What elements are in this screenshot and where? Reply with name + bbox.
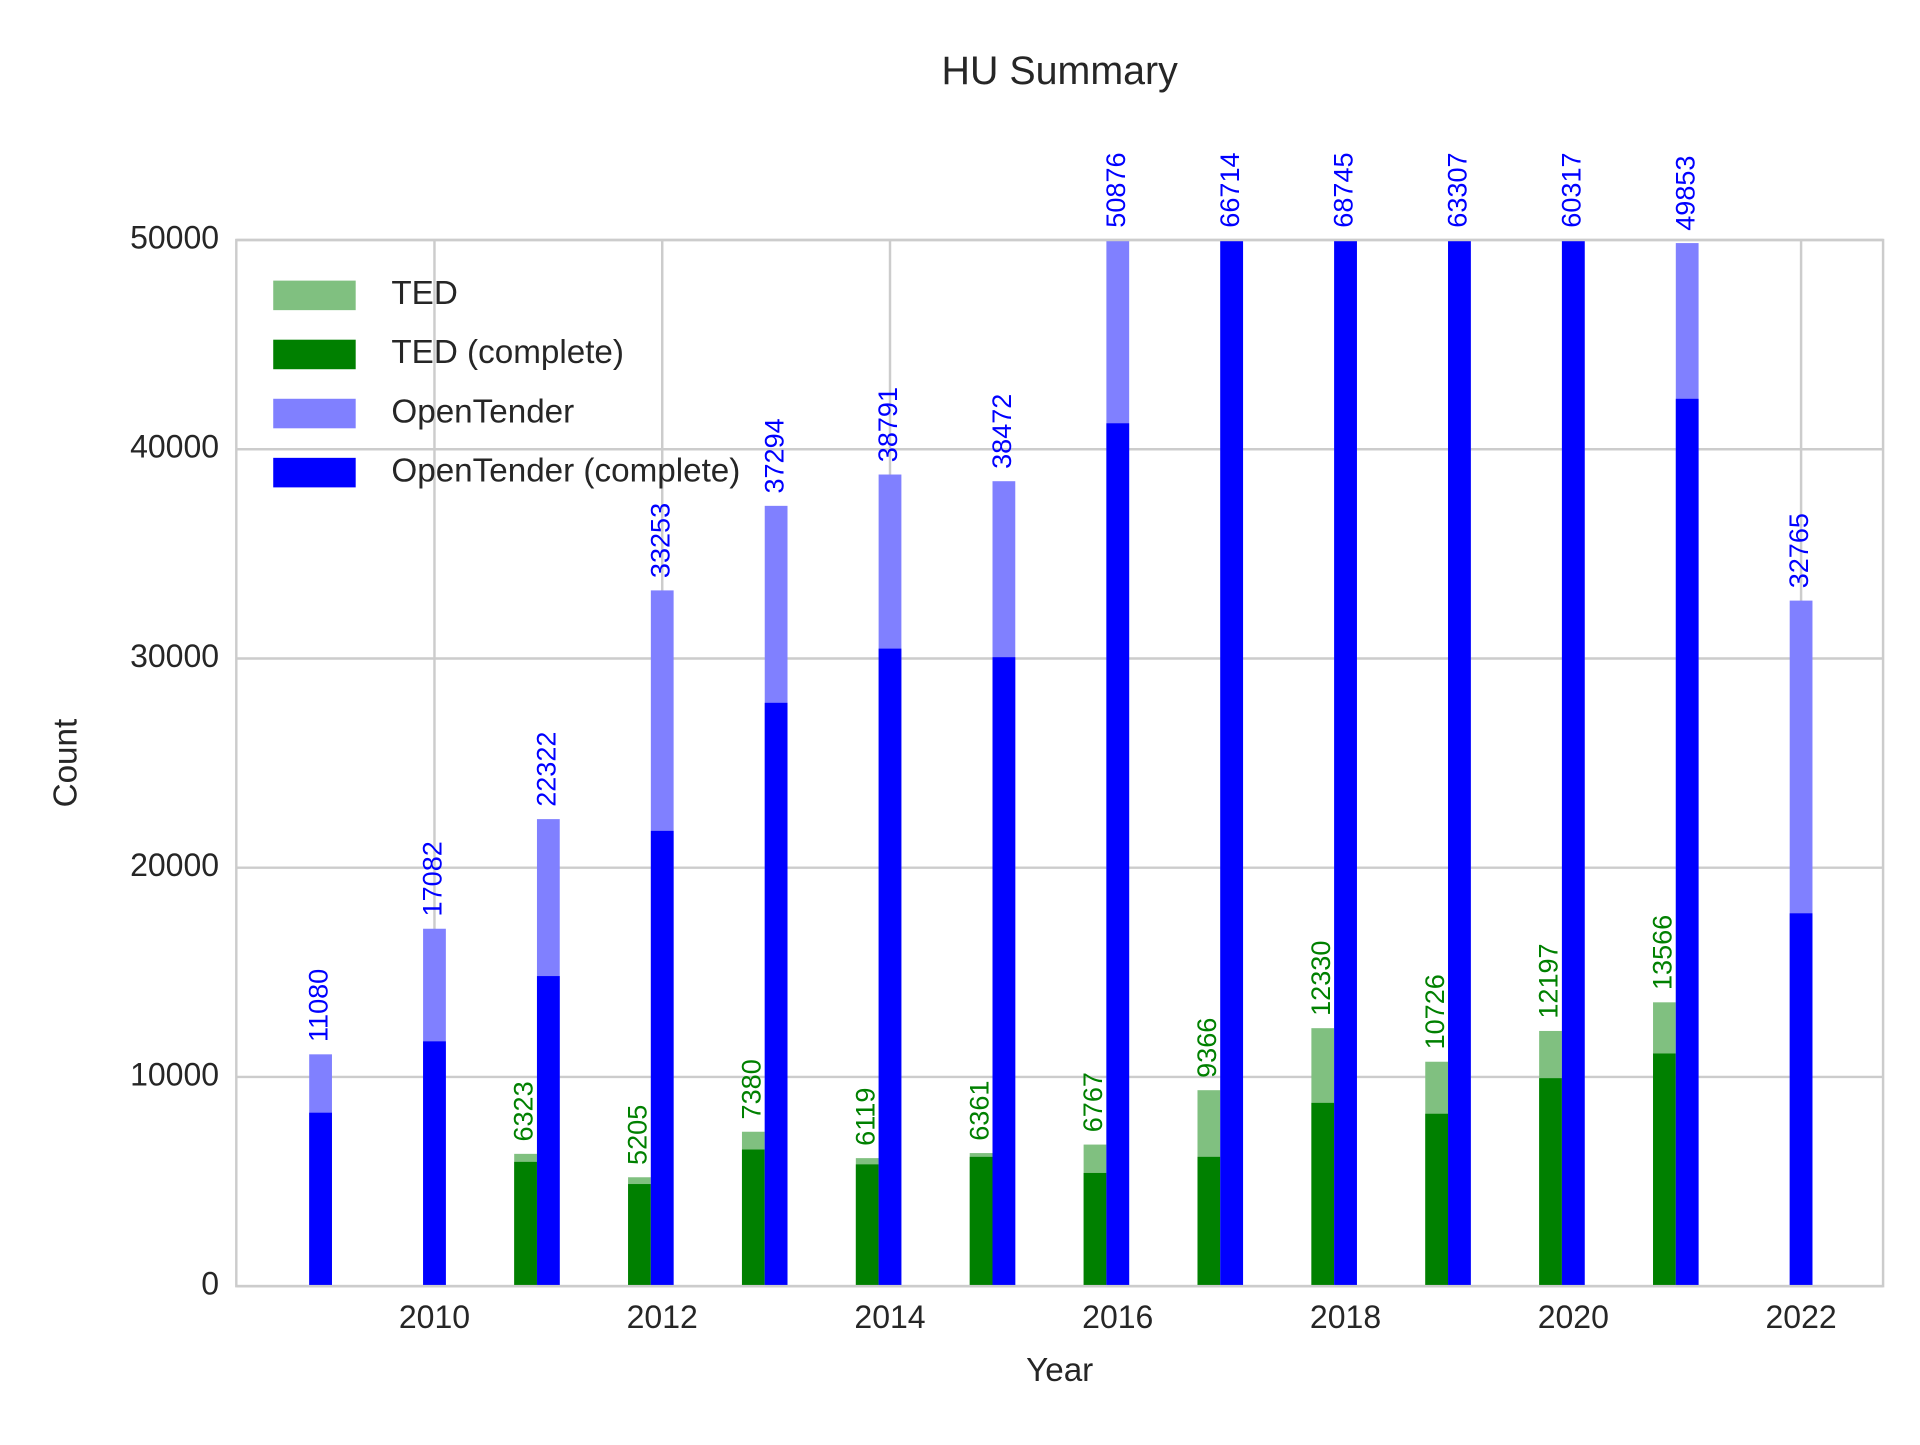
bar <box>1675 398 1699 1287</box>
bar <box>628 1184 651 1287</box>
value-label: 22322 <box>531 732 562 807</box>
y-tick-label: 20000 <box>130 847 219 883</box>
x-tick-label: 2016 <box>1082 1299 1153 1335</box>
bar <box>1425 1113 1449 1287</box>
value-label: 13566 <box>1647 915 1678 990</box>
bar <box>1539 1078 1562 1287</box>
x-tick-label: 2018 <box>1310 1299 1381 1335</box>
bar <box>1083 1172 1107 1287</box>
value-label: 17082 <box>417 841 448 916</box>
bar <box>423 1041 446 1287</box>
value-labels: 6323 5205 7380 6119 6361 6767 9366 12330 10726 12… <box>303 152 1814 1165</box>
y-tick-label: 30000 <box>130 638 219 674</box>
bar <box>969 1156 993 1287</box>
value-label: 6767 <box>1077 1072 1108 1132</box>
y-tick-label: 10000 <box>130 1056 219 1092</box>
legend: TED TED (complete) OpenTender OpenTender (c… <box>273 275 740 489</box>
bar <box>1561 240 1585 1287</box>
y-tick-label: 40000 <box>130 429 219 465</box>
value-label: 66714 <box>1214 152 1245 227</box>
bar <box>1311 1102 1335 1287</box>
value-label: 38472 <box>986 394 1017 469</box>
value-label: 6119 <box>849 1088 880 1146</box>
bar <box>764 702 788 1287</box>
bar <box>1220 240 1244 1287</box>
plot-frame <box>235 238 1885 1288</box>
value-label: 33253 <box>644 503 675 578</box>
value-label: 6323 <box>508 1081 539 1141</box>
legend-swatch <box>273 339 356 370</box>
value-label: 38791 <box>872 387 903 462</box>
bar <box>1197 1156 1221 1287</box>
bar <box>1106 423 1130 1287</box>
value-label: 63307 <box>1442 152 1473 227</box>
value-label: 50876 <box>1100 152 1131 227</box>
legend-label: TED <box>391 275 457 312</box>
legend-label: TED (complete) <box>391 334 624 371</box>
value-label: 11080 <box>303 969 334 1042</box>
bar <box>1653 1053 1676 1287</box>
legend-swatch <box>273 280 356 311</box>
bar <box>741 1149 765 1287</box>
bar <box>309 1112 332 1287</box>
value-label: 10726 <box>1419 974 1450 1049</box>
legend-label: OpenTender (complete) <box>391 452 740 489</box>
bar <box>536 976 560 1287</box>
bar <box>650 830 674 1287</box>
value-label: 9366 <box>1191 1018 1222 1078</box>
x-tick-label: 2010 <box>399 1299 470 1335</box>
bar <box>878 648 902 1287</box>
legend-swatch <box>273 457 356 488</box>
value-label: 37294 <box>758 418 789 493</box>
y-tick-label: 50000 <box>130 219 219 255</box>
bar <box>1789 913 1813 1287</box>
x-tick-label: 2014 <box>854 1299 925 1335</box>
value-label: 32765 <box>1783 513 1814 588</box>
value-label: 5205 <box>622 1105 653 1165</box>
value-label: 7380 <box>735 1059 766 1119</box>
bar <box>992 657 1016 1287</box>
chart-title: HU Summary <box>942 49 1179 93</box>
bar <box>514 1161 537 1287</box>
value-label: 49853 <box>1669 156 1700 231</box>
x-axis-label: Year <box>1026 1352 1093 1389</box>
y-tick-label: 0 <box>201 1266 219 1302</box>
legend-swatch <box>273 398 356 429</box>
bar <box>855 1164 879 1287</box>
value-label: 12197 <box>1533 943 1564 1018</box>
x-tick-label: 2022 <box>1765 1299 1836 1335</box>
x-tick-label: 2012 <box>627 1299 698 1335</box>
x-tick-label: 2020 <box>1538 1299 1609 1335</box>
bar <box>1334 240 1357 1287</box>
bar <box>1448 240 1471 1287</box>
legend-label: OpenTender <box>391 393 574 430</box>
bars <box>309 240 1813 1287</box>
value-label: 12330 <box>1305 941 1336 1016</box>
value-label: 6361 <box>963 1081 994 1141</box>
value-label: 60317 <box>1555 152 1586 227</box>
y-axis-label: Count <box>47 719 84 808</box>
value-label: 68745 <box>1328 152 1359 227</box>
